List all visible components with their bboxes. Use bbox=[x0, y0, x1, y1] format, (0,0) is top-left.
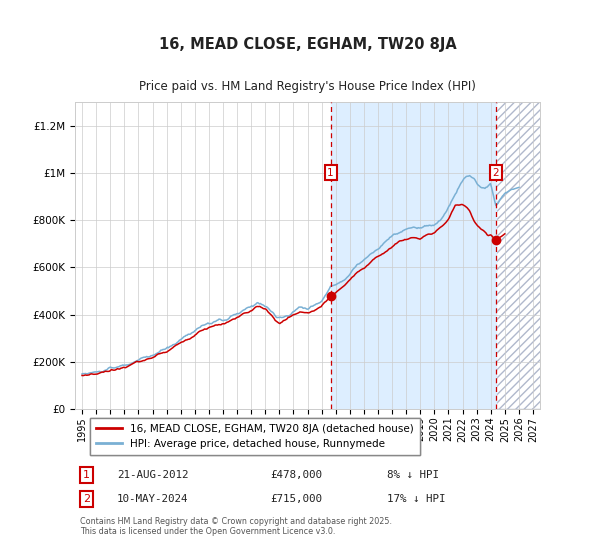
Text: 16, MEAD CLOSE, EGHAM, TW20 8JA: 16, MEAD CLOSE, EGHAM, TW20 8JA bbox=[158, 37, 457, 52]
Text: Price paid vs. HM Land Registry's House Price Index (HPI): Price paid vs. HM Land Registry's House … bbox=[139, 80, 476, 93]
Text: 2: 2 bbox=[83, 494, 90, 504]
Text: 2: 2 bbox=[493, 168, 499, 178]
Text: Contains HM Land Registry data © Crown copyright and database right 2025.
This d: Contains HM Land Registry data © Crown c… bbox=[80, 516, 392, 536]
Text: 21-AUG-2012: 21-AUG-2012 bbox=[117, 470, 188, 480]
Legend: 16, MEAD CLOSE, EGHAM, TW20 8JA (detached house), HPI: Average price, detached h: 16, MEAD CLOSE, EGHAM, TW20 8JA (detache… bbox=[89, 418, 420, 455]
Text: £715,000: £715,000 bbox=[270, 494, 322, 504]
Text: £478,000: £478,000 bbox=[270, 470, 322, 480]
Text: 1: 1 bbox=[327, 168, 334, 178]
Bar bbox=[496, 102, 547, 409]
Bar bbox=[331, 102, 496, 409]
Text: 8% ↓ HPI: 8% ↓ HPI bbox=[386, 470, 439, 480]
Text: 17% ↓ HPI: 17% ↓ HPI bbox=[386, 494, 445, 504]
Text: 1: 1 bbox=[83, 470, 90, 480]
Text: 10-MAY-2024: 10-MAY-2024 bbox=[117, 494, 188, 504]
